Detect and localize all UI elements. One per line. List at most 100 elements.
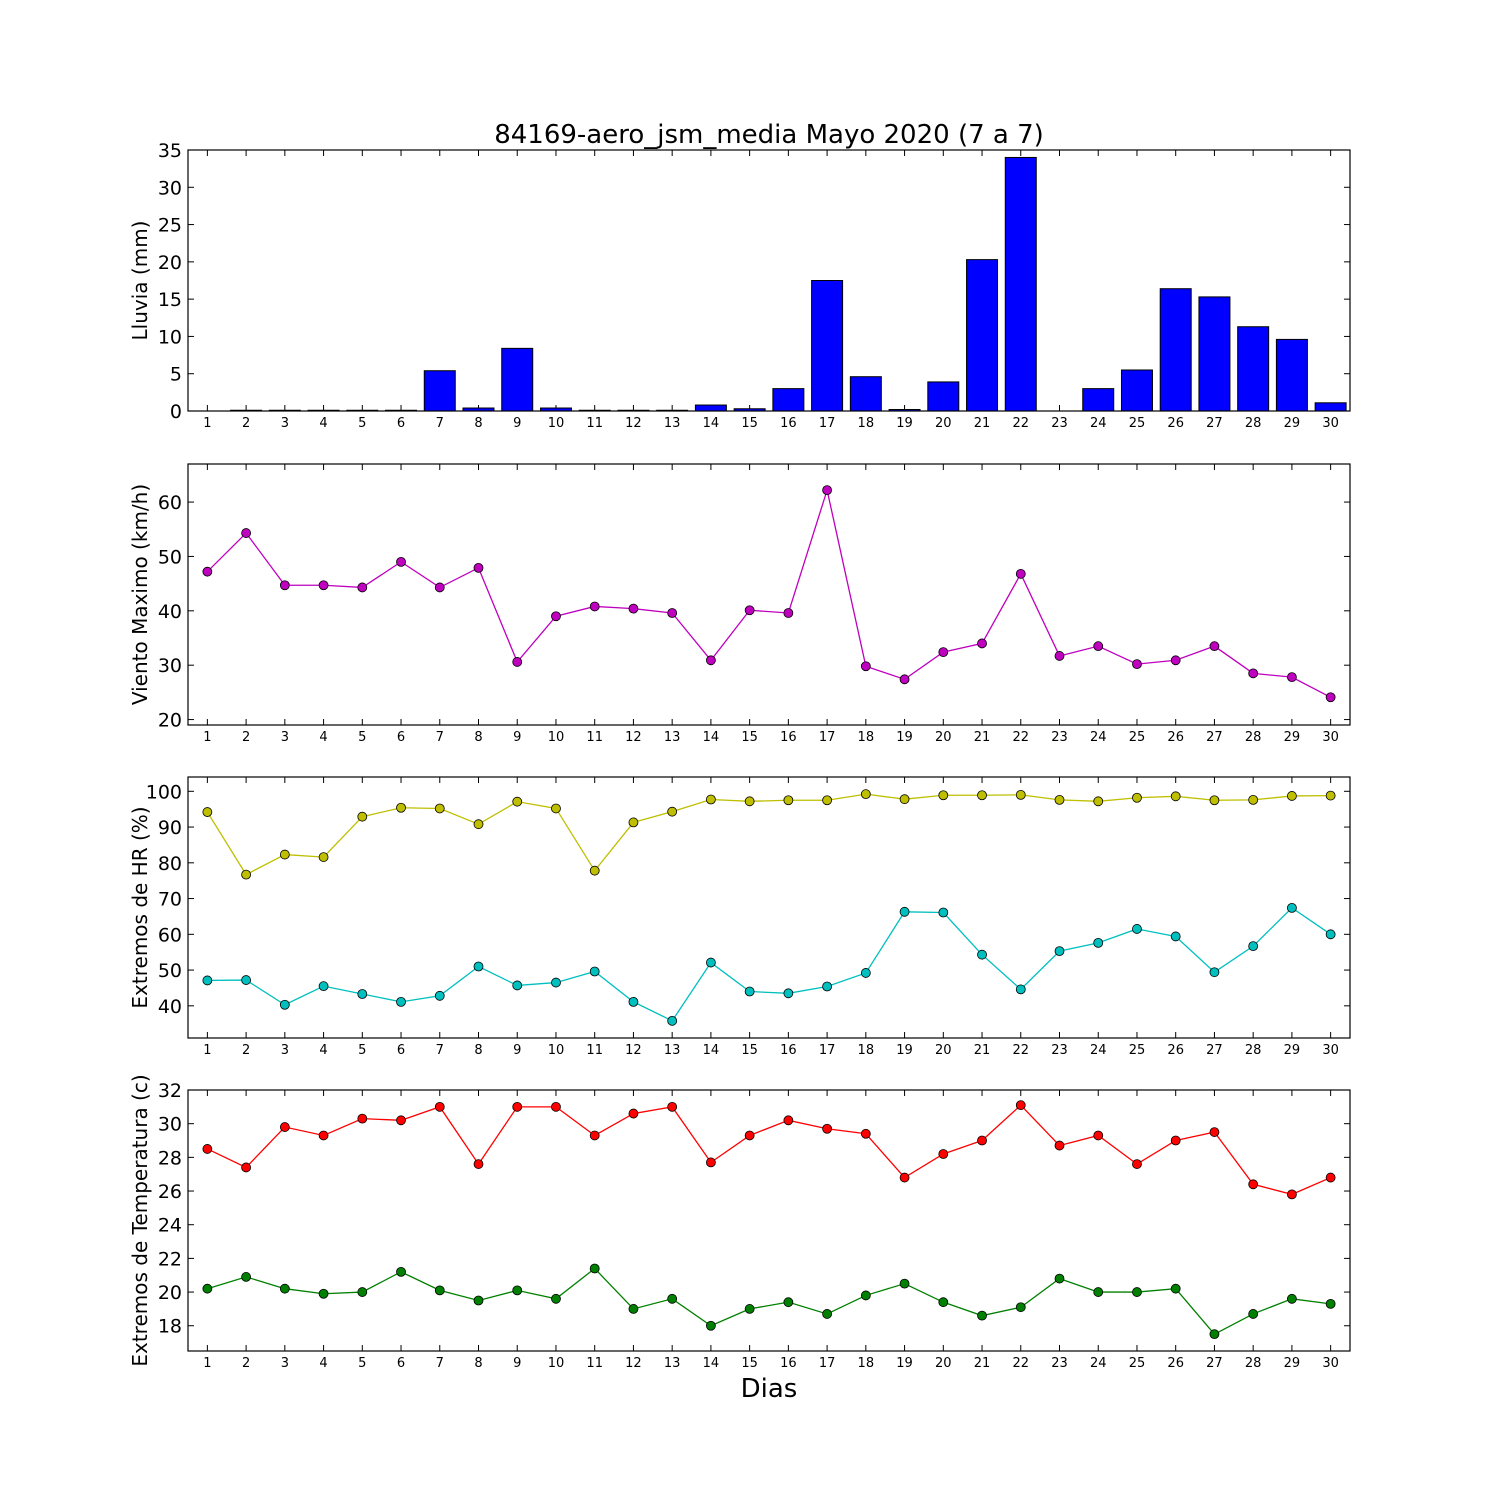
x-tick-label: 1 bbox=[203, 730, 211, 745]
data-point bbox=[1015, 984, 1026, 995]
x-tick-label: 9 bbox=[513, 1356, 521, 1371]
data-point bbox=[899, 1278, 910, 1289]
data-point bbox=[1093, 937, 1104, 948]
x-tick-label: 2 bbox=[242, 1356, 250, 1371]
data-point bbox=[977, 638, 987, 649]
data-point bbox=[1209, 1127, 1220, 1137]
x-tick-label: 26 bbox=[1167, 730, 1184, 745]
data-point bbox=[357, 989, 368, 999]
x-tick-label: 6 bbox=[397, 416, 405, 431]
data-point bbox=[1248, 1309, 1259, 1319]
x-tick-label: 20 bbox=[935, 1043, 952, 1058]
data-point bbox=[318, 852, 329, 862]
x-tick-label: 13 bbox=[664, 730, 681, 745]
series-line-1 bbox=[207, 1104, 1331, 1196]
data-point bbox=[783, 988, 794, 999]
x-tick-label: 7 bbox=[436, 1043, 444, 1058]
x-tick-label: 15 bbox=[741, 1356, 758, 1371]
x-tick-label: 24 bbox=[1090, 1356, 1107, 1371]
x-tick-label: 5 bbox=[358, 730, 366, 745]
x-tick-label: 12 bbox=[625, 1356, 642, 1371]
x-tick-label: 27 bbox=[1206, 730, 1223, 745]
series-line-2 bbox=[207, 1267, 1331, 1335]
bar bbox=[927, 381, 960, 412]
x-tick-label: 28 bbox=[1245, 1356, 1262, 1371]
y-tick-label: 30 bbox=[158, 1114, 182, 1136]
data-point bbox=[202, 1283, 213, 1294]
x-tick-label: 30 bbox=[1322, 416, 1339, 431]
x-tick-label: 1 bbox=[203, 1043, 211, 1058]
y-tick-label: 80 bbox=[158, 853, 182, 875]
data-point bbox=[473, 819, 484, 830]
data-point bbox=[1209, 967, 1220, 978]
y-tick-label: 20 bbox=[158, 1282, 182, 1304]
data-point bbox=[434, 803, 445, 814]
x-tick-label: 27 bbox=[1206, 416, 1223, 431]
data-point bbox=[667, 1293, 678, 1304]
data-point bbox=[1054, 1273, 1065, 1284]
data-point bbox=[1054, 651, 1065, 661]
data-point bbox=[1325, 1172, 1336, 1183]
y-tick-label: 60 bbox=[158, 492, 182, 514]
data-point bbox=[357, 811, 368, 822]
x-tick-label: 9 bbox=[513, 416, 521, 431]
bar bbox=[1120, 369, 1153, 412]
data-point bbox=[512, 657, 523, 667]
x-tick-label: 8 bbox=[474, 1356, 482, 1371]
data-point bbox=[744, 796, 755, 807]
data-point bbox=[706, 957, 716, 968]
x-tick-label: 23 bbox=[1051, 1356, 1068, 1371]
data-point bbox=[357, 582, 368, 593]
x-tick-label: 14 bbox=[703, 1043, 720, 1058]
x-tick-label: 29 bbox=[1284, 416, 1301, 431]
data-point bbox=[783, 1297, 794, 1308]
x-tick-label: 29 bbox=[1284, 730, 1301, 745]
data-point bbox=[396, 802, 406, 813]
x-tick-label: 16 bbox=[780, 730, 797, 745]
bar bbox=[1275, 338, 1308, 412]
data-point bbox=[357, 1287, 368, 1297]
data-point bbox=[744, 986, 755, 997]
plot-frame bbox=[187, 1089, 1351, 1352]
x-tick-label: 4 bbox=[319, 416, 327, 431]
data-point bbox=[279, 849, 290, 860]
x-tick-label: 5 bbox=[358, 1356, 366, 1371]
data-point bbox=[706, 794, 716, 805]
y-tick-label: 5 bbox=[170, 364, 182, 386]
data-point bbox=[706, 655, 716, 666]
data-point bbox=[241, 1162, 252, 1173]
x-tick-label: 17 bbox=[819, 416, 836, 431]
x-axis-label: Dias bbox=[741, 1374, 798, 1404]
x-tick-label: 12 bbox=[625, 416, 642, 431]
y-tick-label: 26 bbox=[158, 1181, 182, 1203]
x-tick-label: 17 bbox=[819, 1043, 836, 1058]
data-point bbox=[1248, 668, 1259, 679]
y-tick-label: 0 bbox=[170, 401, 182, 423]
data-point bbox=[1015, 789, 1026, 800]
data-point bbox=[899, 674, 910, 685]
data-point bbox=[318, 1130, 329, 1141]
x-tick-label: 16 bbox=[780, 416, 797, 431]
x-tick-label: 21 bbox=[974, 1043, 991, 1058]
x-tick-label: 11 bbox=[586, 1043, 603, 1058]
data-point bbox=[1287, 672, 1297, 683]
y-axis-label: Lluvia (mm) bbox=[128, 221, 152, 341]
x-tick-label: 11 bbox=[586, 416, 603, 431]
data-point bbox=[899, 906, 910, 917]
x-tick-label: 6 bbox=[397, 730, 405, 745]
plot-frame bbox=[187, 463, 1351, 726]
x-tick-label: 19 bbox=[896, 730, 913, 745]
data-point bbox=[1093, 641, 1104, 652]
y-tick-label: 40 bbox=[158, 996, 182, 1018]
data-point bbox=[279, 580, 290, 591]
data-point bbox=[860, 968, 871, 978]
bar bbox=[811, 280, 844, 412]
data-point bbox=[202, 566, 213, 577]
bar bbox=[1198, 296, 1231, 412]
data-point bbox=[744, 605, 755, 616]
x-tick-label: 22 bbox=[1012, 730, 1029, 745]
x-tick-label: 29 bbox=[1284, 1356, 1301, 1371]
data-point bbox=[822, 795, 832, 806]
x-tick-label: 25 bbox=[1129, 1043, 1146, 1058]
